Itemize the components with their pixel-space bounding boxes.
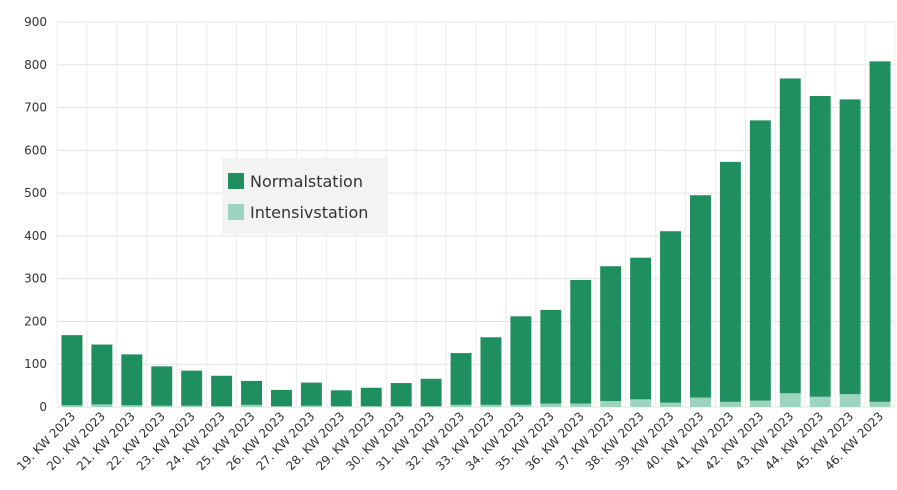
y-tick-label: 300 xyxy=(24,272,47,286)
bars xyxy=(61,61,891,407)
y-tick-label: 500 xyxy=(24,186,47,200)
bar-normalstation[interactable] xyxy=(360,387,382,407)
bar-normalstation[interactable] xyxy=(450,353,472,405)
bar-intensivstation[interactable] xyxy=(540,403,562,407)
bar-normalstation[interactable] xyxy=(420,378,442,407)
y-tick-label: 0 xyxy=(39,400,47,414)
bar-intensivstation[interactable] xyxy=(151,405,173,407)
y-tick-label: 800 xyxy=(24,58,47,72)
bar-intensivstation[interactable] xyxy=(510,404,532,407)
y-tick-label: 100 xyxy=(24,357,47,371)
bar-intensivstation[interactable] xyxy=(570,403,592,407)
bar-normalstation[interactable] xyxy=(390,383,412,407)
bar-intensivstation[interactable] xyxy=(420,406,442,407)
bar-normalstation[interactable] xyxy=(660,231,682,403)
legend-label: Intensivstation xyxy=(250,203,368,222)
bar-normalstation[interactable] xyxy=(330,390,352,407)
bar-normalstation[interactable] xyxy=(689,195,711,398)
bar-normalstation[interactable] xyxy=(151,366,173,406)
bar-normalstation[interactable] xyxy=(779,78,801,394)
bar-intensivstation[interactable] xyxy=(719,401,741,407)
bar-normalstation[interactable] xyxy=(241,380,263,405)
bar-normalstation[interactable] xyxy=(300,382,322,406)
bar-normalstation[interactable] xyxy=(630,257,652,400)
bar-normalstation[interactable] xyxy=(570,279,592,404)
legend-swatch xyxy=(228,173,244,189)
bar-intensivstation[interactable] xyxy=(809,396,831,407)
bar-normalstation[interactable] xyxy=(749,120,771,401)
bar-normalstation[interactable] xyxy=(540,309,562,404)
bar-intensivstation[interactable] xyxy=(689,397,711,407)
y-tick-label: 200 xyxy=(24,314,47,328)
bar-normalstation[interactable] xyxy=(600,266,622,402)
bar-intensivstation[interactable] xyxy=(300,405,322,407)
bar-intensivstation[interactable] xyxy=(600,401,622,407)
y-tick-label: 600 xyxy=(24,143,47,157)
bar-intensivstation[interactable] xyxy=(330,406,352,407)
bar-intensivstation[interactable] xyxy=(779,393,801,407)
bar-intensivstation[interactable] xyxy=(660,402,682,407)
bar-normalstation[interactable] xyxy=(121,354,143,406)
bar-intensivstation[interactable] xyxy=(61,405,83,407)
bar-intensivstation[interactable] xyxy=(121,405,143,407)
y-tick-label: 900 xyxy=(24,15,47,29)
bar-normalstation[interactable] xyxy=(91,344,113,405)
bar-intensivstation[interactable] xyxy=(91,404,113,407)
bar-intensivstation[interactable] xyxy=(869,401,891,407)
bar-normalstation[interactable] xyxy=(839,99,861,395)
bar-intensivstation[interactable] xyxy=(211,406,233,407)
legend-box xyxy=(222,158,388,234)
bar-normalstation[interactable] xyxy=(510,316,532,405)
bar-intensivstation[interactable] xyxy=(390,406,412,407)
bar-intensivstation[interactable] xyxy=(480,404,502,407)
bar-intensivstation[interactable] xyxy=(839,394,861,407)
y-tick-label: 700 xyxy=(24,101,47,115)
bar-intensivstation[interactable] xyxy=(630,399,652,407)
bar-normalstation[interactable] xyxy=(211,375,233,407)
bar-normalstation[interactable] xyxy=(480,337,502,405)
bar-normalstation[interactable] xyxy=(270,389,292,407)
y-tick-label: 400 xyxy=(24,229,47,243)
bar-normalstation[interactable] xyxy=(61,335,83,406)
bar-intensivstation[interactable] xyxy=(241,404,263,407)
bar-intensivstation[interactable] xyxy=(749,400,771,407)
legend-label: Normalstation xyxy=(250,172,363,191)
grid xyxy=(56,21,896,408)
bar-normalstation[interactable] xyxy=(719,161,741,402)
legend: Normalstation Intensivstation xyxy=(222,158,388,234)
bar-intensivstation[interactable] xyxy=(181,405,203,407)
bar-normalstation[interactable] xyxy=(181,370,203,406)
bar-normalstation[interactable] xyxy=(869,61,891,402)
legend-swatch xyxy=(228,204,244,220)
bar-normalstation[interactable] xyxy=(809,96,831,397)
bar-intensivstation[interactable] xyxy=(270,406,292,407)
bar-intensivstation[interactable] xyxy=(450,404,472,407)
bar-intensivstation[interactable] xyxy=(360,406,382,407)
